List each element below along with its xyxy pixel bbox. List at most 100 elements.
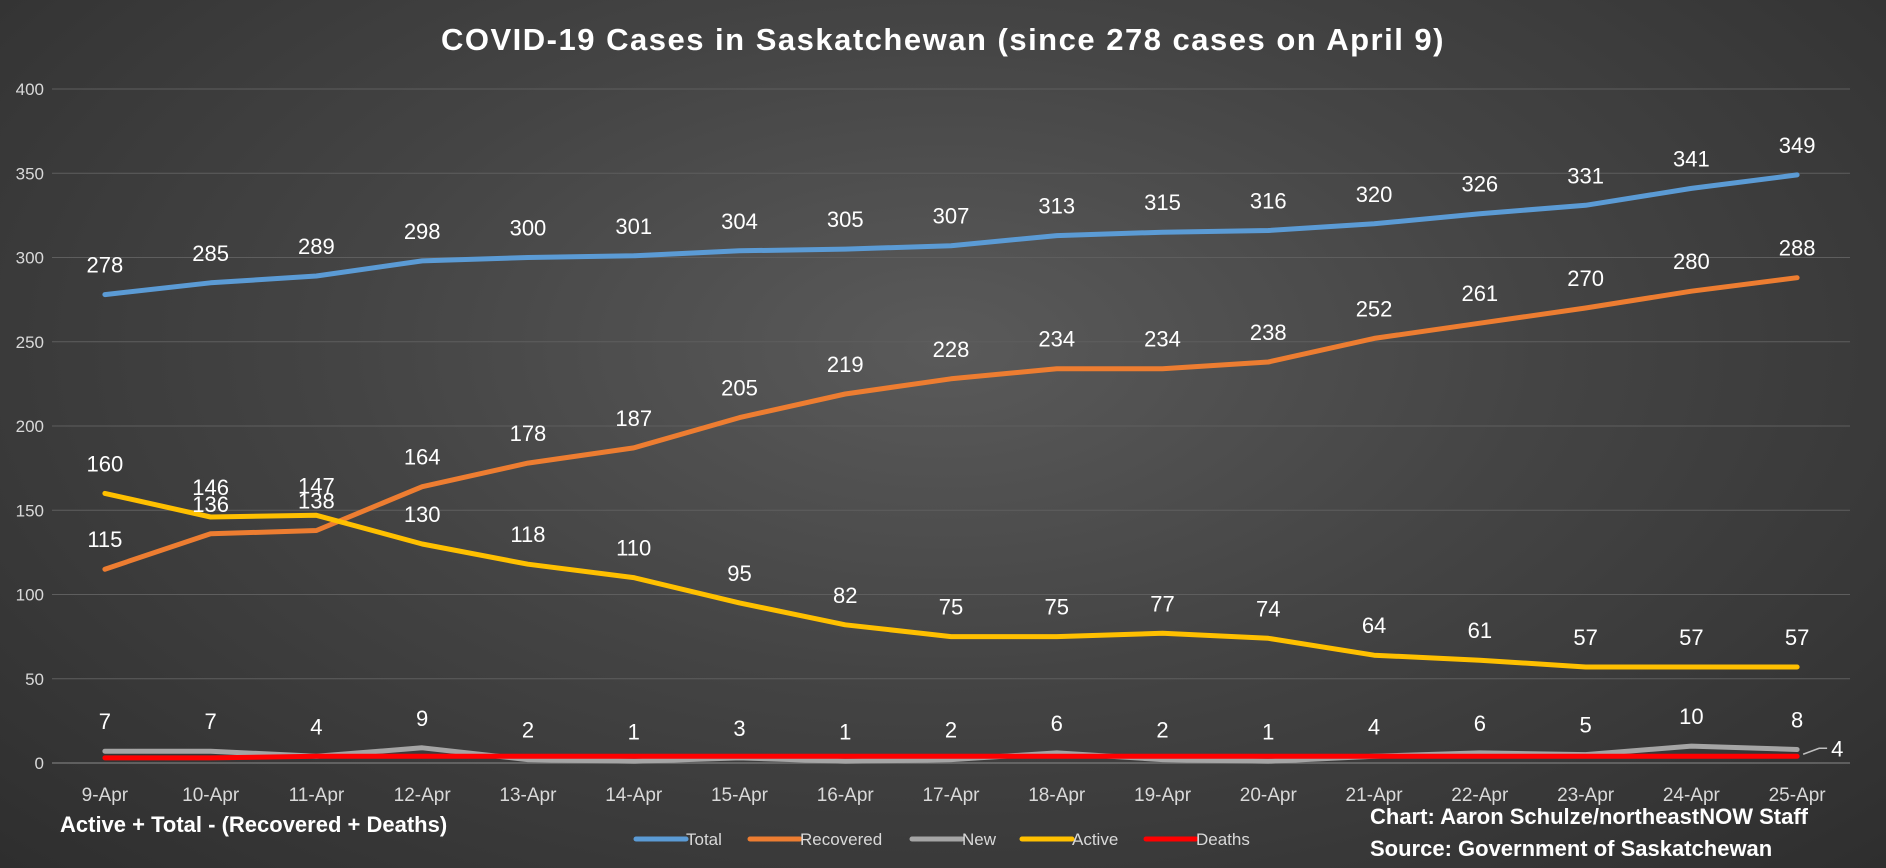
chart-credit: Chart: Aaron Schulze/northeastNOW Staff bbox=[1370, 804, 1808, 829]
data-label-active: 110 bbox=[616, 536, 651, 561]
x-tick-label: 24-Apr bbox=[1663, 785, 1721, 806]
series-line-recovered bbox=[102, 275, 1800, 572]
x-tick-label: 25-Apr bbox=[1769, 785, 1827, 806]
y-tick-label: 200 bbox=[16, 417, 44, 436]
data-label-leader bbox=[1802, 747, 1828, 755]
data-label-active: 160 bbox=[87, 451, 124, 476]
x-tick-label: 12-Apr bbox=[394, 785, 452, 806]
legend-label-total: Total bbox=[686, 830, 722, 849]
x-tick-label: 22-Apr bbox=[1451, 785, 1509, 806]
x-axis-ticks: 9-Apr 10-Apr 11-Apr 12-Apr 13-Apr 14-Apr 15-Ap… bbox=[82, 785, 1827, 806]
x-tick-label: 17-Apr bbox=[922, 785, 980, 806]
data-label-total: 349 bbox=[1779, 133, 1816, 158]
y-tick-label: 300 bbox=[16, 249, 44, 268]
x-tick-label: 11-Apr bbox=[289, 785, 345, 806]
data-label-new: 4 bbox=[310, 714, 322, 739]
x-tick-label: 21-Apr bbox=[1346, 785, 1404, 806]
data-label-new: 1 bbox=[839, 719, 851, 744]
data-label-new: 4 bbox=[1368, 714, 1380, 739]
data-label-new: 7 bbox=[205, 709, 217, 734]
data-label-active: 61 bbox=[1468, 618, 1492, 643]
data-label-total: 316 bbox=[1250, 189, 1287, 214]
data-label-new: 9 bbox=[416, 706, 428, 731]
data-label-active: 130 bbox=[404, 502, 441, 527]
data-label-recovered: 234 bbox=[1038, 327, 1075, 352]
data-label-recovered: 115 bbox=[87, 527, 122, 552]
data-label-total: 304 bbox=[721, 209, 758, 234]
data-label-recovered: 270 bbox=[1567, 266, 1604, 291]
data-label-total: 300 bbox=[510, 216, 547, 241]
data-label-recovered: 219 bbox=[827, 352, 864, 377]
data-label-total: 289 bbox=[298, 234, 335, 259]
data-label-active: 146 bbox=[192, 475, 229, 500]
data-label-active: 57 bbox=[1573, 625, 1597, 650]
chart-title: COVID-19 Cases in Saskatchewan (since 27… bbox=[441, 22, 1445, 57]
data-label-active: 57 bbox=[1785, 625, 1809, 650]
x-tick-label: 20-Apr bbox=[1240, 785, 1298, 806]
data-label-new: 2 bbox=[945, 718, 957, 743]
footnote: Active + Total - (Recovered + Deaths) bbox=[60, 812, 448, 837]
data-label-total: 285 bbox=[192, 241, 229, 266]
y-tick-label: 50 bbox=[25, 670, 44, 689]
series-line-deaths bbox=[102, 753, 1800, 761]
data-label-recovered: 238 bbox=[1250, 320, 1287, 345]
data-label-recovered: 280 bbox=[1673, 249, 1710, 274]
x-tick-label: 10-Apr bbox=[182, 785, 240, 806]
data-label-total: 278 bbox=[87, 253, 124, 278]
data-label-new: 10 bbox=[1679, 704, 1703, 729]
data-label-active: 64 bbox=[1362, 613, 1386, 638]
data-label-active: 77 bbox=[1150, 591, 1174, 616]
legend-label-deaths: Deaths bbox=[1196, 830, 1250, 849]
data-label-new: 2 bbox=[1156, 718, 1168, 743]
y-axis-ticks: 0 50 100 150 200 250 300 350 400 bbox=[16, 80, 44, 773]
legend-label-active: Active bbox=[1072, 830, 1118, 849]
data-label-recovered: 228 bbox=[933, 337, 970, 362]
chart-source: Source: Government of Saskatchewan bbox=[1370, 836, 1773, 861]
data-label-active: 82 bbox=[833, 583, 857, 608]
y-tick-label: 250 bbox=[16, 333, 44, 352]
x-tick-label: 9-Apr bbox=[82, 785, 129, 806]
data-label-new: 6 bbox=[1051, 711, 1063, 736]
legend-label-recovered: Recovered bbox=[800, 830, 882, 849]
data-label-total: 298 bbox=[404, 219, 441, 244]
data-label-active: 147 bbox=[298, 473, 335, 498]
data-label-total: 315 bbox=[1144, 190, 1181, 215]
data-label-active: 75 bbox=[1045, 595, 1069, 620]
series-line-total bbox=[102, 172, 1800, 298]
legend: Total Recovered New Active Deaths bbox=[633, 830, 1250, 849]
x-tick-label: 18-Apr bbox=[1028, 785, 1086, 806]
x-tick-label: 16-Apr bbox=[817, 785, 875, 806]
x-tick-label: 15-Apr bbox=[711, 785, 769, 806]
data-label-active: 95 bbox=[727, 561, 751, 586]
data-label-new: 1 bbox=[628, 719, 640, 744]
data-label-new: 2 bbox=[522, 718, 534, 743]
data-label-recovered: 205 bbox=[721, 376, 758, 401]
data-label-deaths: 4 bbox=[1831, 736, 1843, 761]
data-label-active: 75 bbox=[939, 595, 963, 620]
y-tick-label: 100 bbox=[16, 586, 44, 605]
data-label-recovered: 261 bbox=[1461, 281, 1498, 306]
legend-label-new: New bbox=[962, 830, 997, 849]
data-label-total: 305 bbox=[827, 207, 864, 232]
series-line-new bbox=[102, 743, 1800, 764]
data-label-recovered: 187 bbox=[615, 406, 652, 431]
x-tick-label: 23-Apr bbox=[1557, 785, 1615, 806]
data-label-recovered: 288 bbox=[1779, 236, 1816, 261]
series-lines bbox=[102, 172, 1800, 764]
data-label-new: 3 bbox=[733, 716, 745, 741]
y-tick-label: 150 bbox=[16, 501, 44, 520]
data-label-new: 1 bbox=[1262, 719, 1274, 744]
data-label-recovered: 234 bbox=[1144, 327, 1181, 352]
y-tick-label: 0 bbox=[35, 754, 44, 773]
x-tick-label: 13-Apr bbox=[499, 785, 557, 806]
data-label-new: 5 bbox=[1579, 713, 1591, 738]
y-tick-label: 350 bbox=[16, 164, 44, 183]
data-label-new: 6 bbox=[1474, 711, 1486, 736]
data-label-total: 307 bbox=[933, 204, 970, 229]
data-label-active: 118 bbox=[510, 522, 545, 547]
data-label-recovered: 164 bbox=[404, 445, 441, 470]
x-tick-label: 19-Apr bbox=[1134, 785, 1192, 806]
series-line-active bbox=[102, 490, 1800, 670]
data-label-new: 8 bbox=[1791, 708, 1803, 733]
data-label-total: 320 bbox=[1356, 182, 1393, 207]
